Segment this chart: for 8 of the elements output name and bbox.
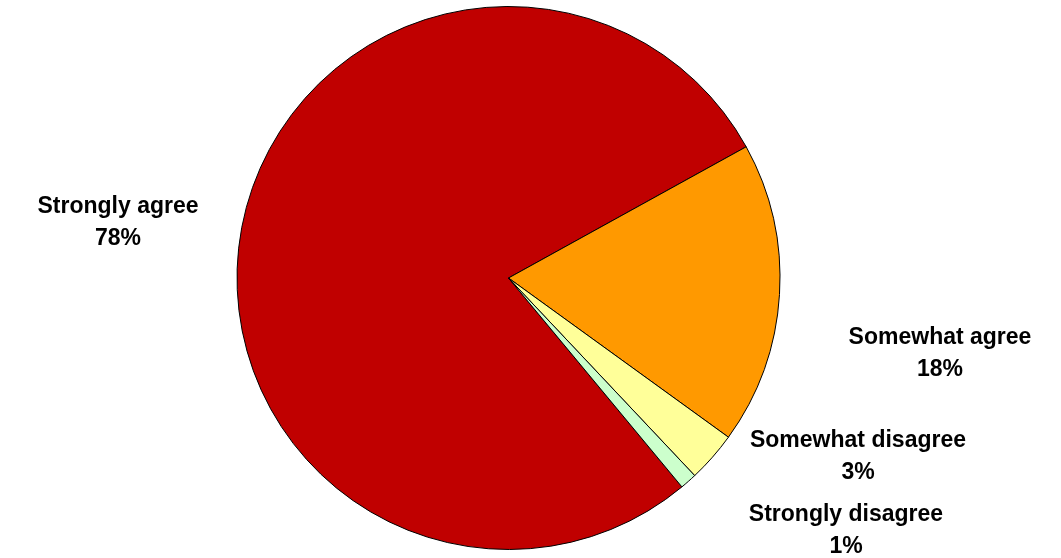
slice-label: Strongly agree	[37, 192, 199, 219]
data-label: 18%	[916, 355, 964, 382]
slice-label: Strongly disagree	[748, 500, 944, 527]
data-label: 78%	[94, 224, 142, 251]
data-label: 3%	[841, 458, 875, 485]
slice-label: Somewhat disagree	[749, 426, 967, 453]
data-label: 1%	[829, 532, 863, 558]
slice-label: Somewhat agree	[848, 323, 1032, 350]
